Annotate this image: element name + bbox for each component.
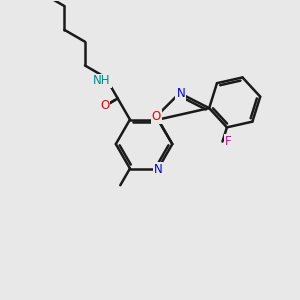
Text: N: N	[154, 163, 163, 176]
Text: O: O	[152, 110, 161, 123]
Text: N: N	[176, 87, 185, 100]
Text: F: F	[224, 135, 231, 148]
Text: O: O	[100, 99, 110, 112]
Text: NH: NH	[93, 74, 111, 88]
